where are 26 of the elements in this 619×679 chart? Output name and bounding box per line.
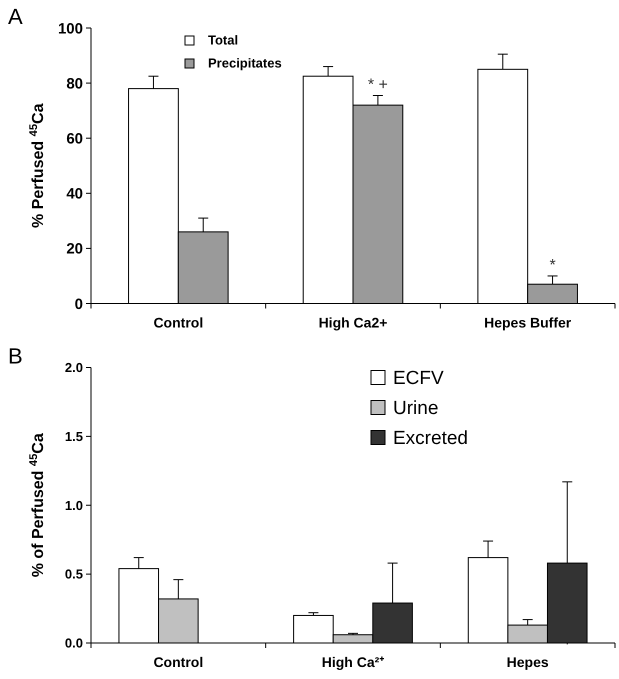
y-tick-label: 0.5	[64, 566, 83, 582]
y-tick-label: 0	[74, 296, 83, 313]
y-tick-label: 80	[66, 75, 83, 92]
y-tick-label: 40	[66, 186, 83, 203]
y-tick-label: 1.0	[64, 498, 83, 513]
x-tick-label: High Ca²⁺	[322, 654, 384, 670]
x-tick-label: Hepes Buffer	[484, 314, 572, 330]
legend-label: Urine	[393, 398, 438, 420]
legend-label: Precipitates	[208, 56, 282, 71]
x-tick-label: Control	[153, 314, 204, 330]
text: B	[8, 344, 23, 368]
legend-label: ECFV	[393, 368, 444, 390]
text: A	[8, 4, 23, 29]
legend-label: Excreted	[393, 428, 468, 450]
annotation: *	[549, 256, 556, 274]
y-tick-label: 20	[66, 240, 83, 258]
annotation: * +	[368, 76, 388, 94]
x-tick-label: High Ca2+	[318, 314, 388, 330]
x-tick-label: Control	[153, 654, 204, 670]
x-tick-label: Hepes	[506, 654, 549, 670]
y-tick-label: 1.5	[64, 428, 83, 444]
y-tick-label: 100	[58, 20, 83, 38]
y-tick-label: 2.0	[64, 360, 83, 376]
y-tick-label: 0.0	[64, 636, 83, 651]
legend-label: Total	[208, 32, 238, 48]
y-tick-label: 60	[66, 130, 83, 148]
